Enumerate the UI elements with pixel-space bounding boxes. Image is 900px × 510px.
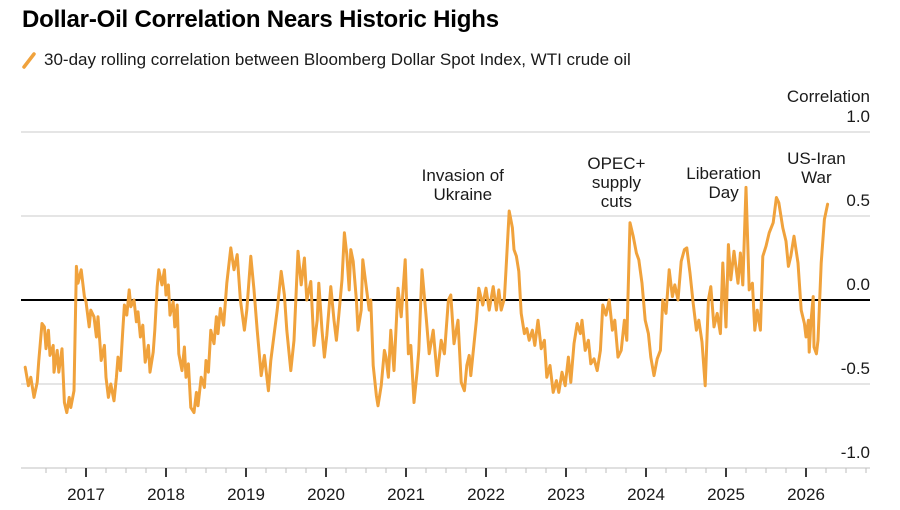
y-axis-title: Correlation (787, 87, 870, 106)
page-title: Dollar-Oil Correlation Nears Historic Hi… (22, 6, 499, 33)
x-tick-label: 2021 (387, 485, 425, 504)
series-slash-icon (22, 51, 36, 69)
annotation-label: cuts (601, 192, 632, 211)
legend-label: 30-day rolling correlation between Bloom… (44, 50, 631, 69)
x-tick-label: 2023 (547, 485, 585, 504)
x-tick-label: 2020 (307, 485, 345, 504)
annotation-label: War (801, 168, 832, 187)
y-tick-label: 0.0 (846, 275, 870, 294)
y-tick-label: -1.0 (841, 443, 870, 462)
annotation-label: US-Iran (787, 149, 846, 168)
annotation-label: Ukraine (434, 185, 493, 204)
y-tick-label: 1.0 (846, 107, 870, 126)
annotation-label: Invasion of (422, 166, 504, 185)
x-tick-label: 2019 (227, 485, 265, 504)
x-tick-label: 2018 (147, 485, 185, 504)
y-tick-label: -0.5 (841, 359, 870, 378)
x-tick-label: 2017 (67, 485, 105, 504)
x-tick-label: 2025 (707, 485, 745, 504)
legend: 30-day rolling correlation between Bloom… (22, 50, 631, 70)
correlation-series-line (23, 185, 830, 415)
x-tick-label: 2024 (627, 485, 665, 504)
x-tick-label: 2022 (467, 485, 505, 504)
annotation-label: Day (708, 183, 739, 202)
annotation-label: Liberation (686, 164, 761, 183)
annotation-label: supply (592, 173, 642, 192)
annotation-label: OPEC+ (587, 154, 645, 173)
series-slash-stroke (22, 51, 36, 69)
x-tick-label: 2026 (787, 485, 825, 504)
y-tick-label: 0.5 (846, 191, 870, 210)
